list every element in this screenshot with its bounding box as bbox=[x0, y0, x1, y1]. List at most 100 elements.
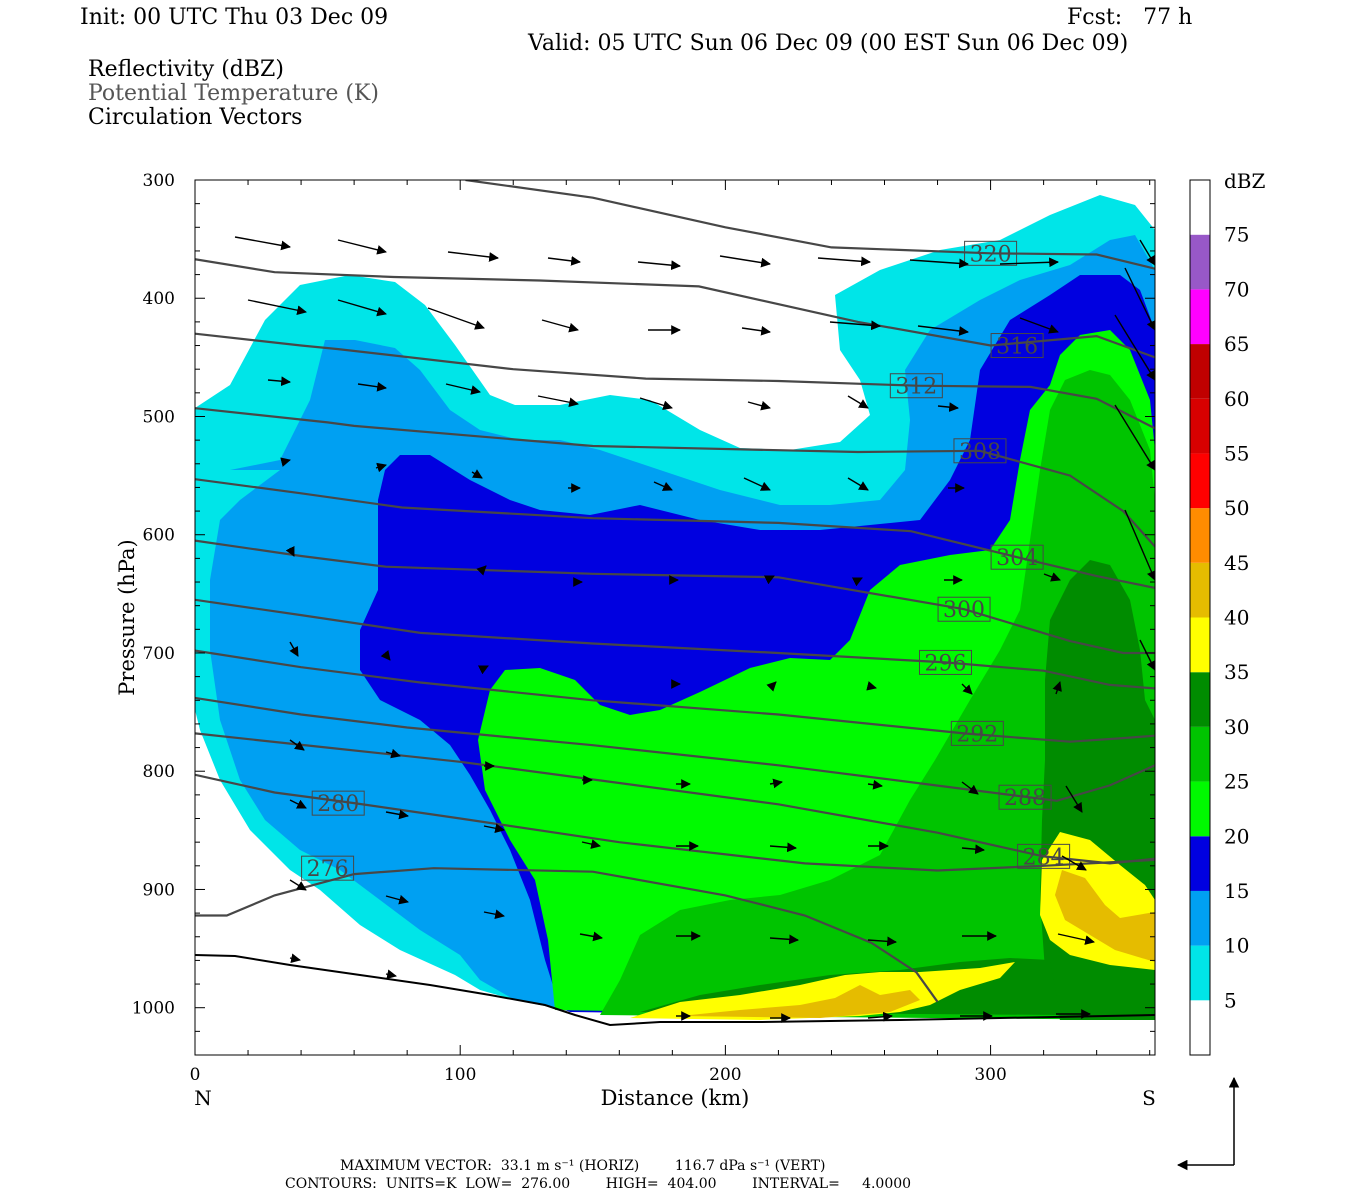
circulation-vector bbox=[1114, 404, 1155, 471]
colorbar-frame bbox=[1189, 179, 1211, 1056]
circulation-vector bbox=[483, 909, 505, 920]
colorbar: 5 10 15 20 25 30 35 40 45 50 55 60 65 70 75 dBZ bbox=[1189, 169, 1266, 1056]
colorbar-label: 20 bbox=[1224, 824, 1249, 848]
colorbar-swatch bbox=[1190, 398, 1210, 454]
circulation-vector bbox=[483, 823, 505, 834]
y-tick-label: 1000 bbox=[132, 999, 175, 1019]
circulation-vector bbox=[847, 395, 869, 409]
circulation-vector bbox=[280, 457, 291, 467]
colorbar-swatch bbox=[1190, 180, 1210, 235]
dbz-40-region bbox=[1055, 870, 1155, 962]
y-axis-label: Pressure (hPa) bbox=[115, 539, 139, 695]
circulation-vector bbox=[380, 650, 391, 661]
contour-label-box bbox=[918, 649, 972, 675]
theta-contour-288 bbox=[195, 696, 1155, 802]
colorbar-swatch bbox=[1190, 344, 1210, 399]
circulation-vector bbox=[385, 894, 409, 905]
contour-label: 316 bbox=[996, 335, 1038, 360]
y-tick-label: 900 bbox=[143, 880, 175, 900]
forecast-hour: Fcst: 77 h bbox=[1067, 5, 1193, 30]
circulation-vector bbox=[763, 575, 775, 585]
colorbar-label: 25 bbox=[1224, 770, 1249, 794]
theta-contour-312 bbox=[195, 332, 1155, 430]
circulation-vector bbox=[961, 781, 979, 795]
colorbar-label: 40 bbox=[1224, 606, 1249, 630]
circulation-vector bbox=[289, 739, 305, 751]
circulation-vector bbox=[769, 934, 799, 945]
x-tick-label: 100 bbox=[444, 1065, 476, 1085]
circulation-vector bbox=[427, 307, 485, 330]
colorbar-label: 50 bbox=[1224, 496, 1249, 520]
theta-contour-300 bbox=[195, 539, 1155, 655]
circulation-vector bbox=[917, 325, 969, 336]
colorbar-unit: dBZ bbox=[1224, 169, 1266, 193]
contour-label: 276 bbox=[307, 857, 349, 882]
colorbar-swatch bbox=[1190, 726, 1210, 782]
circulation-vector bbox=[1061, 855, 1087, 871]
circulation-vector bbox=[909, 258, 969, 269]
y-tick-label: 800 bbox=[143, 762, 175, 782]
circulation-vectors bbox=[234, 236, 1155, 1023]
contour-label: 296 bbox=[924, 651, 966, 676]
circulation-vector bbox=[289, 953, 301, 964]
contour-label: 308 bbox=[959, 440, 1001, 465]
circulation-vector bbox=[579, 931, 603, 942]
contour-label-box bbox=[998, 784, 1052, 810]
colorbar-swatch bbox=[1190, 562, 1210, 618]
colorbar-swatch bbox=[1190, 234, 1210, 290]
valid-time: Valid: 05 UTC Sun 06 Dec 09 (00 EST Sun … bbox=[528, 31, 1129, 56]
circulation-vector bbox=[829, 320, 881, 331]
contour-label-box bbox=[990, 333, 1044, 359]
colorbar-swatch bbox=[1190, 781, 1210, 837]
circulation-vector bbox=[289, 799, 307, 809]
colorbar-label: 15 bbox=[1224, 879, 1249, 903]
circulation-vector bbox=[337, 299, 387, 317]
circulation-vector bbox=[653, 481, 673, 491]
dbz-25-region bbox=[600, 370, 1155, 1020]
x-tick-label: 200 bbox=[709, 1065, 741, 1085]
circulation-vector bbox=[375, 462, 387, 473]
circulation-vector bbox=[961, 683, 973, 695]
circulation-vector bbox=[471, 469, 483, 479]
terrain-line bbox=[195, 954, 1155, 1027]
x-end-label-north: N bbox=[194, 1086, 212, 1110]
circulation-vector bbox=[1139, 239, 1155, 266]
init-time: Init: 00 UTC Thu 03 Dec 09 bbox=[80, 5, 389, 30]
reference-vector-icon bbox=[1176, 1076, 1240, 1171]
theta-contour-308 bbox=[195, 407, 1155, 548]
y-tick-label: 700 bbox=[143, 644, 175, 664]
contour-label: 292 bbox=[956, 722, 998, 747]
contour-label-box bbox=[889, 373, 943, 399]
axes: 300 400 500 600 700 800 900 1000 0 100 200 300 N S Dis… bbox=[115, 171, 1156, 1110]
max-vector-info: MAXIMUM VECTOR: 33.1 m s⁻¹ (HORIZ) 116.7… bbox=[340, 1158, 826, 1174]
colorbar-swatch bbox=[1190, 508, 1210, 563]
colorbar-label: 75 bbox=[1224, 223, 1249, 247]
circulation-vector bbox=[385, 748, 401, 759]
circulation-vector bbox=[937, 402, 959, 412]
circulation-vector bbox=[445, 383, 481, 395]
contour-label: 280 bbox=[317, 792, 359, 817]
circulation-vector bbox=[289, 641, 299, 657]
circulation-vector bbox=[741, 325, 771, 336]
circulation-vector bbox=[639, 397, 673, 411]
circulation-vector bbox=[547, 256, 581, 266]
circulation-vector bbox=[1043, 572, 1061, 582]
contour-label-box bbox=[953, 438, 1007, 464]
circulation-vector bbox=[1065, 785, 1083, 813]
circulation-vector bbox=[385, 969, 397, 980]
circulation-vector bbox=[747, 400, 771, 411]
circulation-vector bbox=[743, 477, 771, 491]
circulation-vector bbox=[1052, 681, 1062, 695]
y-tick-label: 600 bbox=[143, 526, 175, 546]
circulation-vector bbox=[289, 879, 307, 891]
circulation-vector bbox=[541, 319, 579, 333]
contour-label-box bbox=[311, 790, 365, 816]
circulation-vector bbox=[1124, 267, 1155, 331]
colorbar-swatch bbox=[1190, 836, 1210, 891]
field-theta: Potential Temperature (K) bbox=[88, 81, 379, 106]
theta-contour-320 bbox=[465, 180, 1155, 270]
colorbar-label: 65 bbox=[1224, 332, 1249, 356]
colorbar-label: 5 bbox=[1224, 988, 1237, 1012]
